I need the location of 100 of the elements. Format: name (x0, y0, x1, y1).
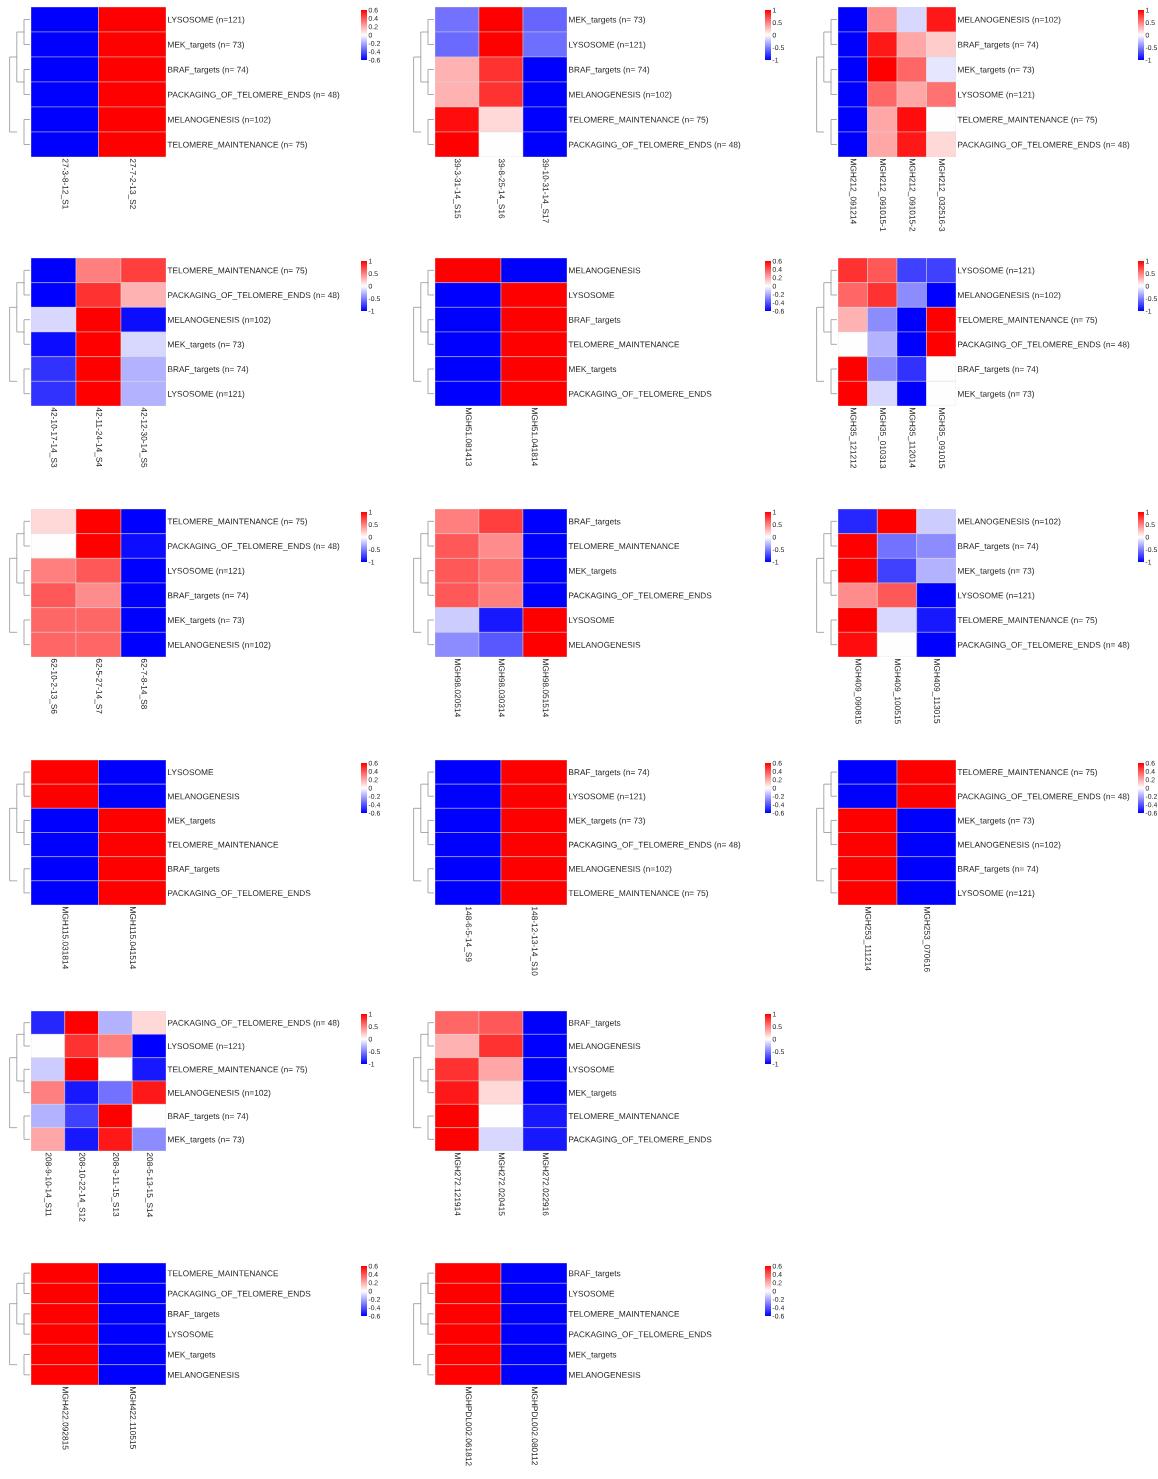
y-tick-label: MELANOGENESIS (569, 267, 641, 274)
y-tick-label: LYSOSOME (n=121) (958, 889, 1035, 898)
x-tick-label: 39-3-31-14_S15 (453, 158, 461, 219)
y-tick-label: TELOMERE_MAINTENANCE (n= 75) (957, 116, 1097, 125)
x-tick-label: 148-6-5-14_S9 (464, 907, 472, 962)
y-tick-label: MEK_targets (n= 73) (168, 616, 244, 625)
y-tick-label: MEK_targets (n= 73) (168, 41, 244, 50)
y-tick-label: MELANOGENESIS (n=102) (168, 641, 271, 650)
x-tick-label: MGH253_111214 (863, 907, 872, 971)
y-tick-label: LYSOSOME (168, 1331, 214, 1338)
y-tick-label: BRAF_targets (569, 518, 621, 527)
y-tick-label: PACKAGING_OF_TELOMERE_ENDS (168, 1290, 311, 1299)
y-tick-label: MELANOGENESIS (569, 1043, 641, 1050)
y-tick-label: MEK_targets (n= 73) (958, 567, 1034, 576)
y-tick-label: PACKAGING_OF_TELOMERE_ENDS (n= 48) (569, 841, 741, 850)
y-tick-label: LYSOSOME (n=121) (168, 390, 245, 399)
x-tick-label: MGH272.121914 (454, 1153, 461, 1216)
y-tick-label: LYSOSOME (n=121) (958, 592, 1035, 601)
x-tick-label: MGH98.020514 (454, 659, 461, 717)
y-tick-label: TELOMERE_MAINTENANCE (n= 75) (167, 518, 307, 527)
y-tick-label: BRAF_targets (n= 74) (168, 365, 249, 374)
y-tick-label: BRAF_targets (n= 74) (168, 592, 249, 601)
y-tick-label: MEK_targets (n= 73) (958, 817, 1034, 826)
y-tick-label: TELOMERE_MAINTENANCE (n= 75) (167, 1066, 307, 1075)
x-tick-label: MGH212_091214 (848, 159, 857, 224)
y-tick-label: MELANOGENESIS (n=102) (168, 1089, 271, 1098)
x-tick-label: MGH212_091015-1 (878, 159, 886, 232)
y-tick-label: BRAF_targets (n= 74) (958, 542, 1039, 551)
x-tick-label: 42-12-30-14_S5 (139, 407, 148, 468)
x-tick-label: MGH422.110515 (130, 1387, 136, 1449)
x-tick-label: 208-10-22-14_S12 (77, 1152, 86, 1222)
y-tick-label: TELOMERE_MAINTENANCE (n= 75) (568, 116, 708, 125)
y-tick-label: MELANOGENESIS (n=102) (569, 865, 672, 874)
y-tick-label: PACKAGING_OF_TELOMERE_ENDS (569, 592, 712, 601)
y-tick-label: MEK_targets (n= 73) (569, 817, 645, 826)
y-tick-label: PACKAGING_OF_TELOMERE_ENDS (569, 390, 712, 399)
y-tick-label: PACKAGING_OF_TELOMERE_ENDS (168, 890, 311, 898)
x-tick-label: 42-11-24-14_S4 (94, 407, 103, 467)
y-tick-label: MELANOGENESIS (168, 1372, 240, 1378)
y-tick-label: MEK_targets (n= 73) (168, 1136, 244, 1145)
y-tick-label: TELOMERE_MAINTENANCE (568, 1113, 680, 1121)
y-tick-label: BRAF_targets (569, 1270, 621, 1278)
y-tick-label: PACKAGING_OF_TELOMERE_ENDS (n= 48) (958, 141, 1130, 150)
y-tick-label: TELOMERE_MAINTENANCE (n= 75) (957, 316, 1097, 325)
y-tick-label: TELOMERE_MAINTENANCE (n= 75) (957, 769, 1097, 777)
x-tick-label: 42-10-17-14_S3 (49, 407, 58, 468)
y-tick-label: LYSOSOME (569, 1290, 615, 1297)
y-tick-label: BRAF_targets (168, 1311, 220, 1319)
y-tick-label: LYSOSOME (168, 769, 214, 776)
y-tick-label: PACKAGING_OF_TELOMERE_ENDS (n= 48) (958, 641, 1130, 650)
y-tick-label: LYSOSOME (n=121) (958, 91, 1035, 100)
x-tick-label: MGH272.022916 (542, 1153, 549, 1216)
y-tick-label: PACKAGING_OF_TELOMERE_ENDS (n= 48) (569, 141, 741, 150)
y-tick-label: MELANOGENESIS (n=102) (958, 291, 1061, 300)
y-tick-label: PACKAGING_OF_TELOMERE_ENDS (n= 48) (958, 341, 1130, 350)
x-tick-label: MGHPDL002.080112 (531, 1387, 538, 1466)
y-tick-label: LYSOSOME (569, 1066, 615, 1073)
y-tick-label: MEK_targets (569, 567, 617, 576)
y-tick-label: PACKAGING_OF_TELOMERE_ENDS (n= 48) (168, 291, 340, 300)
y-tick-label: MELANOGENESIS (n=102) (168, 316, 271, 325)
x-tick-label: 62-10-2-13_S6 (49, 658, 58, 714)
y-tick-label: MELANOGENESIS (168, 793, 240, 800)
x-tick-label: MGH212_091015-2 (907, 159, 916, 232)
x-tick-label: 208-3-11-15_S13 (111, 1152, 120, 1217)
x-tick-label: 148-12-13-14_S10 (530, 907, 538, 976)
y-tick-label: TELOMERE_MAINTENANCE (n= 75) (568, 889, 708, 898)
x-tick-label: MGH35_121212 (848, 408, 857, 469)
y-tick-label: MEK_targets (569, 1089, 617, 1098)
y-tick-label: LYSOSOME (569, 617, 615, 624)
y-tick-label: MEK_targets (168, 817, 216, 826)
y-tick-label: LYSOSOME (n=121) (569, 41, 646, 50)
x-tick-label: 208-5-13-15_S14 (145, 1152, 153, 1218)
y-tick-label: MEK_targets (n= 73) (168, 341, 244, 350)
y-tick-label: TELOMERE_MAINTENANCE (n= 75) (167, 267, 307, 276)
y-tick-label: MELANOGENESIS (n=102) (569, 91, 672, 100)
x-tick-label: MGH51.081413 (465, 408, 472, 466)
x-tick-label: 27-7-2-13_S2 (128, 158, 136, 209)
x-tick-label: MGHPDL002.061812 (465, 1387, 472, 1466)
y-tick-label: BRAF_targets (n= 74) (958, 41, 1039, 50)
y-tick-label: TELOMERE_MAINTENANCE (568, 543, 680, 551)
y-tick-label: MEK_targets (n= 73) (958, 390, 1034, 399)
y-tick-label: LYSOSOME (n=121) (168, 1042, 245, 1051)
x-tick-label: MGH35_112014 (907, 408, 916, 468)
y-tick-label: BRAF_targets (n= 74) (168, 1112, 249, 1121)
y-tick-label: BRAF_targets (n= 74) (569, 66, 650, 75)
y-tick-label: BRAF_targets (n= 74) (168, 66, 249, 75)
x-tick-label: 39-8-25-14_S16 (497, 158, 505, 219)
x-tick-label: MGH272.020415 (498, 1153, 505, 1216)
y-tick-label: BRAF_targets (n= 74) (958, 365, 1039, 374)
y-tick-label: BRAF_targets (168, 866, 220, 874)
x-tick-label: MGH253_070616 (922, 907, 931, 972)
x-tick-label: MGH35_091015 (937, 408, 945, 469)
y-tick-label: TELOMERE_MAINTENANCE (568, 341, 680, 350)
x-tick-label: MGH409_100515 (893, 659, 901, 724)
y-tick-label: LYSOSOME (n=121) (569, 793, 646, 801)
y-tick-label: MELANOGENESIS (n=102) (958, 16, 1061, 25)
x-tick-label: MGH98.030314 (498, 659, 505, 717)
y-tick-label: TELOMERE_MAINTENANCE (n= 75) (167, 141, 307, 150)
y-tick-label: MEK_targets (n= 73) (958, 66, 1034, 75)
y-tick-label: BRAF_targets (n= 74) (958, 865, 1039, 874)
